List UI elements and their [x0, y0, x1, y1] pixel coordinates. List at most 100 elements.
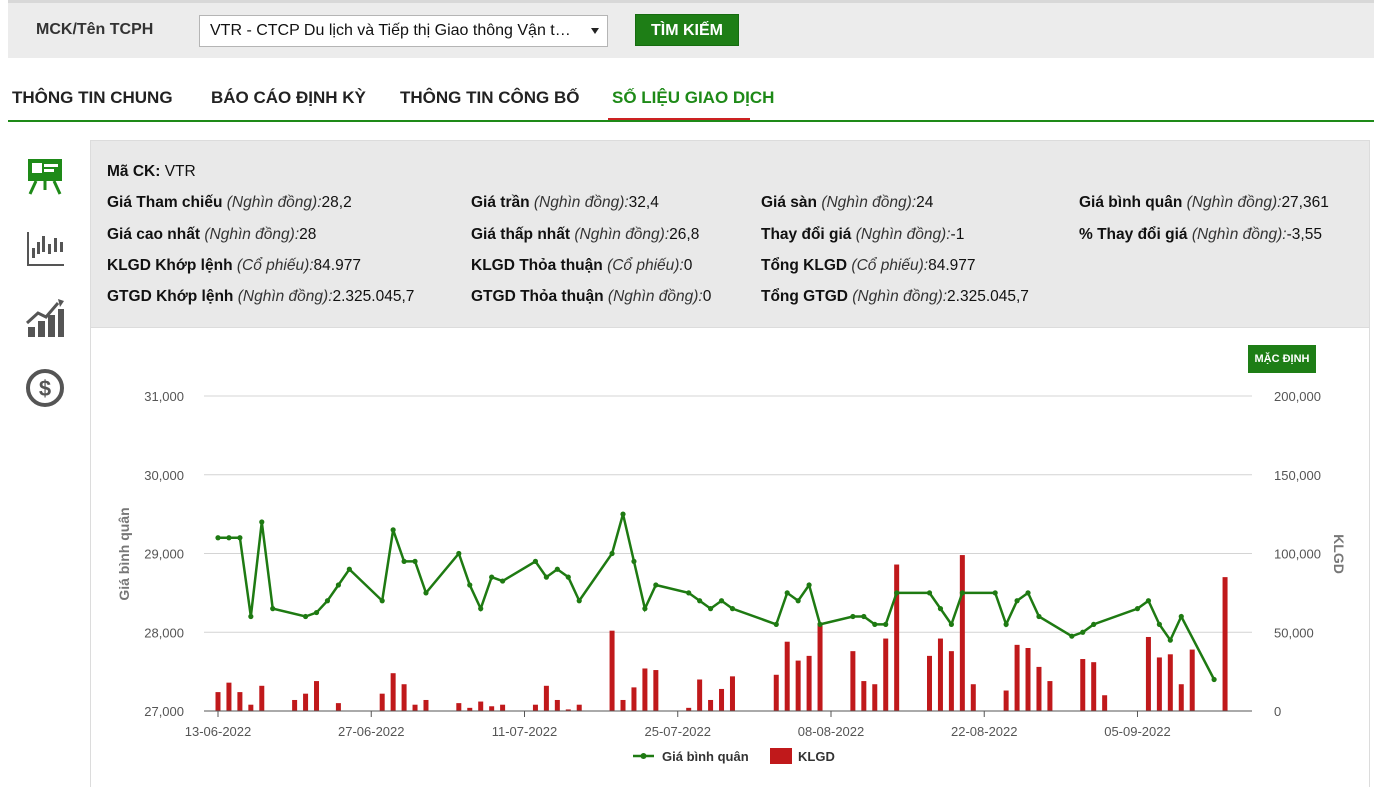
volume-bar [412, 704, 418, 711]
search-bar: MCK/Tên TCPH VTR - CTCP Du lịch và Tiếp … [8, 0, 1374, 58]
volume-bar [532, 704, 538, 711]
ceiling-price: Giá trần (Nghìn đồng):32,4 [471, 194, 659, 211]
total-value: Tổng GTGD (Nghìn đồng):2.325.045,7 [761, 288, 1029, 305]
growth-chart-icon[interactable] [24, 299, 66, 339]
price-change-percent: % Thay đổi giá (Nghìn đồng):-3,55 [1079, 226, 1322, 243]
volume-bar [970, 684, 976, 711]
volume-bar [784, 641, 790, 711]
reference-price: Giá Tham chiếu (Nghìn đồng):28,2 [107, 194, 352, 211]
volume-bar [850, 651, 856, 711]
legend-label-price: Giá bình quân [662, 749, 749, 764]
volume-bar [653, 670, 659, 711]
tab-bar: THÔNG TIN CHUNG BÁO CÁO ĐỊNH KỲ THÔNG TI… [8, 80, 1374, 122]
average-price-point [773, 621, 779, 627]
volume-bar [883, 638, 889, 711]
matched-value: GTGD Khớp lệnh (Nghìn đồng):2.325.045,7 [107, 288, 415, 305]
tab-trading-data[interactable]: SỐ LIỆU GIAO DỊCH [612, 88, 775, 107]
average-price-point [576, 598, 582, 604]
volume-bar [1036, 666, 1042, 711]
volume-bar [806, 655, 812, 711]
volume-bar [489, 706, 495, 711]
average-price-point [1080, 629, 1086, 635]
volume-bar [478, 701, 484, 711]
average-price-point [248, 613, 254, 620]
volume-bar [959, 555, 965, 711]
average-price-point [226, 535, 232, 541]
average-price-point [390, 527, 396, 533]
y-right-tick-label: 200,000 [1274, 389, 1321, 404]
average-price-point [1134, 606, 1141, 612]
average-price-point [1014, 598, 1020, 604]
average-price-point [1069, 633, 1075, 639]
stock-info-panel: Mã CK: VTR Giá Tham chiếu (Nghìn đồng):2… [90, 140, 1370, 328]
volume-bar [1014, 644, 1020, 711]
volume-bar [1003, 690, 1009, 711]
y-left-tick-label: 29,000 [144, 547, 184, 562]
average-price-line [218, 513, 1216, 681]
tab-periodic-reports[interactable]: BÁO CÁO ĐỊNH KỲ [211, 88, 366, 107]
volume-bar [937, 638, 943, 711]
y-left-axis-title: Giá bình quân [116, 507, 132, 600]
average-price-point [1145, 598, 1152, 604]
average-price-point [1091, 621, 1097, 627]
volume-bar [795, 660, 801, 711]
average-price-point [456, 550, 462, 557]
dollar-icon[interactable]: $ [24, 368, 66, 408]
volume-bar [215, 692, 221, 711]
volume-bar [609, 630, 615, 711]
y-left-tick-label: 30,000 [144, 468, 184, 483]
average-price-point [1178, 613, 1184, 620]
ticker-row: Mã CK: VTR [107, 163, 196, 180]
volume-bar [226, 682, 232, 711]
volume-bar [948, 651, 954, 711]
average-price-point [937, 606, 944, 612]
volume-bar [335, 703, 341, 711]
x-tick-label: 25-07-2022 [644, 724, 711, 739]
average-price-point [532, 558, 539, 564]
average-price: Giá bình quân (Nghìn đồng):27,361 [1079, 194, 1329, 211]
average-price-point [653, 582, 659, 588]
volume-bar [642, 668, 648, 711]
volume-bar [1102, 695, 1108, 711]
y-right-tick-label: 150,000 [1274, 468, 1321, 483]
average-price-point [215, 535, 221, 541]
search-label: MCK/Tên TCPH [36, 21, 154, 38]
volume-bar [1145, 636, 1151, 711]
volume-bar [401, 684, 407, 711]
volume-bar [303, 693, 309, 711]
average-price-point [948, 621, 954, 627]
average-price-point [1156, 621, 1162, 627]
y-left-tick-label: 31,000 [144, 389, 184, 404]
average-price-point [642, 606, 648, 612]
default-view-button[interactable]: MẶC ĐỊNH [1248, 345, 1316, 373]
candlestick-icon[interactable] [24, 228, 66, 268]
volume-bar [1178, 684, 1184, 711]
volume-bar [390, 673, 396, 711]
average-price-point [729, 606, 736, 612]
volume-bar [894, 564, 900, 711]
volume-bar [1189, 649, 1195, 711]
volume-bar [456, 703, 462, 711]
volume-bar [631, 687, 637, 711]
legend-label-volume: KLGD [798, 749, 835, 764]
average-price-point [795, 598, 801, 604]
average-price-point [423, 590, 429, 596]
volume-bar [237, 692, 243, 711]
average-price-point [478, 606, 484, 612]
average-price-point [620, 511, 626, 517]
average-price-point [379, 598, 385, 604]
volume-bar [292, 699, 298, 711]
price-change: Thay đổi giá (Nghìn đồng):-1 [761, 226, 965, 243]
company-select[interactable]: VTR - CTCP Du lịch và Tiếp thị Giao thôn… [199, 15, 608, 47]
presentation-icon[interactable] [24, 156, 66, 196]
search-button[interactable]: TÌM KIẾM [635, 14, 739, 46]
volume-bar [719, 688, 725, 711]
volume-bar [248, 704, 254, 711]
tab-general-info[interactable]: THÔNG TIN CHUNG [12, 88, 173, 107]
average-price-point [335, 582, 342, 588]
x-tick-label: 08-08-2022 [798, 724, 865, 739]
y-right-tick-label: 0 [1274, 704, 1281, 719]
average-price-point [883, 621, 889, 627]
tab-disclosures[interactable]: THÔNG TIN CÔNG BỐ [400, 88, 580, 107]
